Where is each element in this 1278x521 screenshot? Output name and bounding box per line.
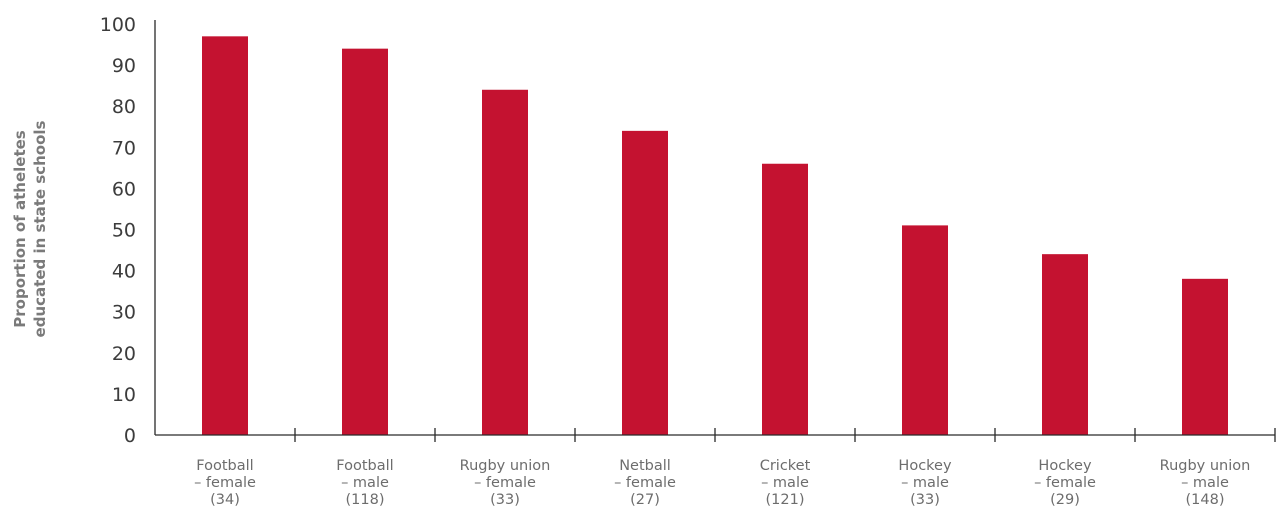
x-tick-label-line: – female: [614, 475, 676, 491]
bar: [1042, 254, 1088, 435]
axes: [154, 20, 1276, 442]
x-tick-label-line: Hockey: [898, 458, 952, 474]
y-axis-label-line-1: Proportion of atheletes: [11, 130, 29, 328]
x-tick-label: Cricket – male (121): [760, 458, 811, 508]
y-tick-label: 30: [112, 302, 136, 324]
y-tick-label: 10: [112, 384, 136, 406]
x-tick-label-line: (121): [766, 492, 805, 508]
x-tick-label-line: – female: [474, 475, 536, 491]
bar: [762, 163, 808, 436]
y-tick-label: 80: [112, 96, 136, 118]
x-tick-label-line: – male: [1181, 475, 1229, 491]
y-tick-label: 40: [112, 261, 136, 283]
y-axis-ticks: 0 10 20 30 40 50 60 70 80 90 100: [100, 14, 136, 447]
y-tick-label: 50: [112, 220, 136, 242]
x-tick-label-line: Football: [336, 458, 393, 474]
x-tick-label-line: (27): [630, 492, 660, 508]
x-tick-label-line: – female: [1034, 475, 1096, 491]
x-tick-label-line: Rugby union: [1160, 458, 1251, 474]
y-tick-label: 90: [112, 55, 136, 77]
bar: [342, 48, 388, 435]
x-tick-label-line: (148): [1186, 492, 1225, 508]
x-tick-label-line: Hockey: [1038, 458, 1092, 474]
y-tick-label: 60: [112, 178, 136, 200]
x-tick-label-line: (33): [490, 492, 520, 508]
x-tick-label-line: (29): [1050, 492, 1080, 508]
x-axis-ticks: Football – female (34)Football – male (118)R…: [194, 458, 1250, 508]
x-tick-label-line: – male: [341, 475, 389, 491]
x-tick-label: Hockey – female (29): [1034, 458, 1096, 508]
y-axis-label: Proportion of atheletes educated in stat…: [11, 120, 49, 337]
bar: [902, 225, 948, 435]
x-tick-label: Football – female (34): [194, 458, 256, 508]
x-tick-label: Netball – female (27): [614, 458, 676, 508]
bar: [1182, 278, 1228, 435]
x-tick-label: Football – male (118): [336, 458, 393, 508]
bar: [622, 130, 668, 436]
x-tick-label-line: Football: [196, 458, 253, 474]
y-tick-label: 70: [112, 137, 136, 159]
bars: [202, 36, 1228, 436]
x-tick-label-line: – female: [194, 475, 256, 491]
x-tick-label-line: Cricket: [760, 458, 811, 474]
x-tick-label-line: (33): [910, 492, 940, 508]
x-tick-label-line: (34): [210, 492, 240, 508]
x-tick-label-line: Netball: [619, 458, 671, 474]
x-tick-label-line: – male: [901, 475, 949, 491]
y-tick-label: 0: [124, 425, 136, 447]
x-tick-label: Rugby union – female (33): [460, 458, 551, 508]
x-tick-label: Hockey – male (33): [898, 458, 952, 508]
y-tick-label: 20: [112, 343, 136, 365]
x-tick-label: Rugby union – male (148): [1160, 458, 1251, 508]
y-tick-label: 100: [100, 14, 136, 36]
x-tick-label-line: (118): [346, 492, 385, 508]
x-tick-label-line: Rugby union: [460, 458, 551, 474]
x-tick-label-line: – male: [761, 475, 809, 491]
bar: [202, 36, 248, 436]
y-axis-label-line-2: educated in state schools: [31, 120, 49, 337]
bar: [482, 89, 528, 435]
